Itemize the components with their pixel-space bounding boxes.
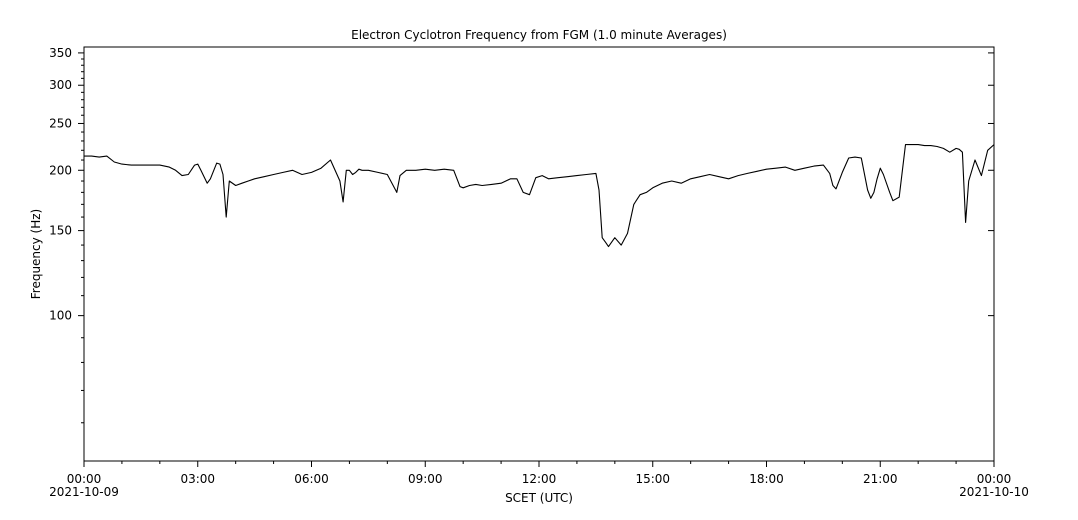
y-tick-label: 250 (49, 116, 72, 130)
x-tick-label: 03:00 (180, 472, 215, 486)
x-tick-label: 00:00 (977, 472, 1012, 486)
y-tick-label: 200 (49, 163, 72, 177)
x-tick-date: 2021-10-10 (959, 485, 1029, 499)
series-group (84, 144, 995, 248)
y-tick-label: 150 (49, 224, 72, 238)
chart-title: Electron Cyclotron Frequency from FGM (1… (351, 28, 727, 42)
y-axis-label: Frequency (Hz) (29, 209, 43, 300)
y-tick-label: 300 (49, 78, 72, 92)
y-axis: 100 150 200 250 300 350 (49, 46, 994, 424)
x-tick-label: 00:00 (67, 472, 102, 486)
x-tick-label: 21:00 (863, 472, 898, 486)
x-tick-label: 18:00 (749, 472, 784, 486)
x-tick-date: 2021-10-09 (49, 485, 119, 499)
y-tick-label: 100 (49, 309, 72, 323)
y-tick-label: 350 (49, 46, 72, 60)
plot-frame (83, 46, 995, 462)
series-line (84, 144, 995, 248)
x-tick-label: 06:00 (294, 472, 329, 486)
x-tick-label: 15:00 (635, 472, 670, 486)
x-axis-label: SCET (UTC) (505, 491, 573, 505)
x-tick-label: 09:00 (408, 472, 443, 486)
x-tick-label: 12:00 (522, 472, 557, 486)
